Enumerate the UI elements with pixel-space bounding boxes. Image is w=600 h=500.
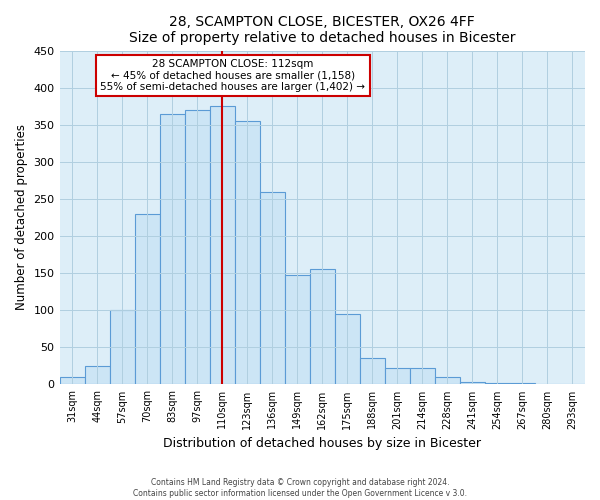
Bar bbox=[435, 377, 460, 384]
Bar bbox=[160, 114, 185, 384]
Bar bbox=[85, 366, 110, 384]
Bar bbox=[134, 214, 160, 384]
Bar bbox=[235, 121, 260, 384]
Bar bbox=[285, 274, 310, 384]
Bar bbox=[310, 270, 335, 384]
Text: 28 SCAMPTON CLOSE: 112sqm
← 45% of detached houses are smaller (1,158)
55% of se: 28 SCAMPTON CLOSE: 112sqm ← 45% of detac… bbox=[100, 59, 365, 92]
Bar bbox=[510, 383, 535, 384]
Bar bbox=[385, 368, 410, 384]
Y-axis label: Number of detached properties: Number of detached properties bbox=[15, 124, 28, 310]
X-axis label: Distribution of detached houses by size in Bicester: Distribution of detached houses by size … bbox=[163, 437, 481, 450]
Bar bbox=[260, 192, 285, 384]
Bar bbox=[335, 314, 360, 384]
Bar bbox=[185, 110, 209, 384]
Bar bbox=[360, 358, 385, 384]
Bar bbox=[410, 368, 435, 384]
Title: 28, SCAMPTON CLOSE, BICESTER, OX26 4FF
Size of property relative to detached hou: 28, SCAMPTON CLOSE, BICESTER, OX26 4FF S… bbox=[129, 15, 515, 45]
Bar bbox=[59, 377, 85, 384]
Text: Contains HM Land Registry data © Crown copyright and database right 2024.
Contai: Contains HM Land Registry data © Crown c… bbox=[133, 478, 467, 498]
Bar bbox=[485, 383, 510, 384]
Bar bbox=[209, 106, 235, 384]
Bar bbox=[460, 382, 485, 384]
Bar bbox=[110, 310, 134, 384]
